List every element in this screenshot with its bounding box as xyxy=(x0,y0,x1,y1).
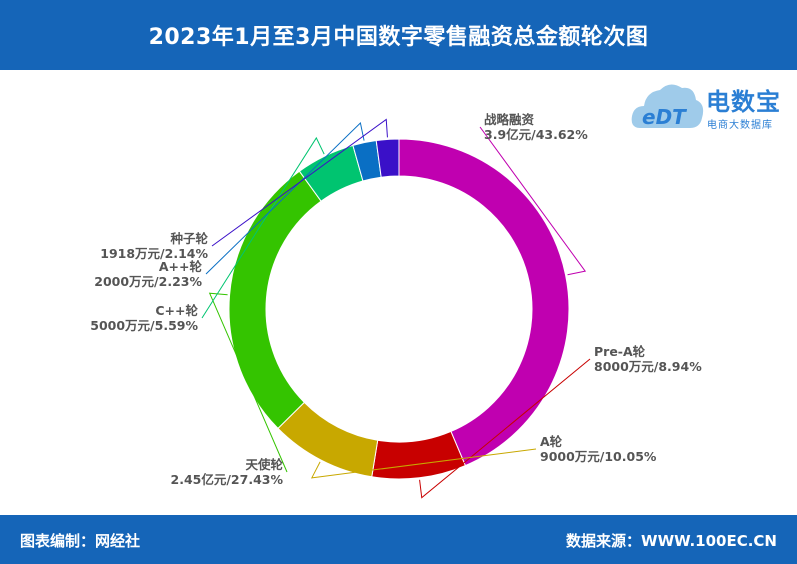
slice-name-label: A++轮 xyxy=(159,259,203,274)
leader-lines xyxy=(201,118,591,499)
leader-line xyxy=(211,118,388,247)
slice-value-label: 2.45亿元/27.43% xyxy=(171,472,284,487)
donut-slice xyxy=(371,430,466,480)
slice-name-label: A轮 xyxy=(540,434,563,449)
slice-value-label: 2000万元/2.23% xyxy=(94,274,202,289)
slice-value-label: 8000万元/8.94% xyxy=(594,359,702,374)
slice-name-label: C++轮 xyxy=(155,303,198,318)
donut-slice xyxy=(398,138,570,467)
logo-subtitle: 电商大数据库 xyxy=(707,120,773,131)
donut-slices xyxy=(228,138,570,480)
chart-title: 2023年1月至3月中国数字零售融资总金额轮次图 xyxy=(148,25,649,50)
cloud-logo-icon: eDT xyxy=(631,84,704,129)
slice-name-label: Pre-A轮 xyxy=(594,344,646,359)
slice-value-label: 9000万元/10.05% xyxy=(540,449,657,464)
slice-name-label: 天使轮 xyxy=(245,457,283,472)
logo-name: 电数宝 xyxy=(706,88,781,116)
donut-slice xyxy=(375,138,400,178)
slice-name-label: 战略融资 xyxy=(484,112,535,127)
title-bar: 2023年1月至3月中国数字零售融资总金额轮次图 xyxy=(0,0,797,70)
donut-slice xyxy=(228,170,322,430)
logo: eDT 电数宝 电商大数据库 xyxy=(630,76,790,136)
leader-line xyxy=(205,121,365,275)
footer-bar: 图表编制：网经社 数据来源：WWW.100EC.CN xyxy=(0,515,797,564)
slice-value-label: 5000万元/5.59% xyxy=(90,318,198,333)
footer-source-editor: 图表编制：网经社 xyxy=(20,532,141,550)
leader-line xyxy=(479,126,587,276)
leader-line xyxy=(208,292,288,473)
slice-value-label: 3.9亿元/43.62% xyxy=(484,127,588,142)
logo-mark: eDT xyxy=(642,105,687,129)
leader-line xyxy=(310,448,537,479)
slice-name-label: 种子轮 xyxy=(169,231,208,246)
leader-line xyxy=(201,136,325,319)
leader-line xyxy=(419,358,591,499)
slice-value-label: 1918万元/2.14% xyxy=(100,246,208,261)
footer-data-source: 数据来源：WWW.100EC.CN xyxy=(566,532,777,550)
